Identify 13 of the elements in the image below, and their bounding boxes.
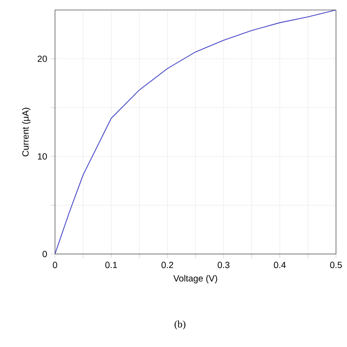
x-tick-label: 0.1 [105, 262, 117, 268]
y-tick-label: 0 [42, 250, 47, 258]
x-tick-label: 0.5 [330, 262, 342, 268]
y-tick-label: 10 [38, 153, 47, 160]
y-tick-label: 20 [38, 56, 47, 62]
line-series [55, 10, 336, 254]
x-tick-label: 0 [52, 262, 58, 268]
x-axis-title: Voltage (V) [173, 274, 218, 284]
x-tick-label: 0.3 [218, 262, 230, 268]
y-axis-title: Current (μA) [22, 108, 30, 156]
text: (b) [174, 320, 186, 330]
x-tick-label: 0.4 [274, 262, 286, 268]
x-tick-label: 0.2 [162, 262, 174, 268]
